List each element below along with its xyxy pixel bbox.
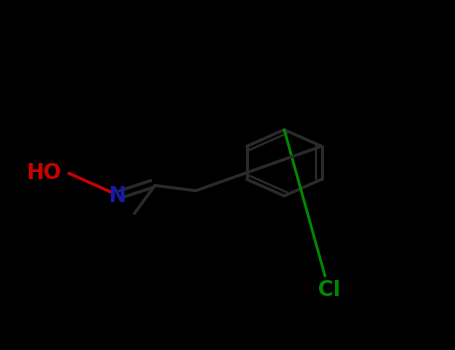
Text: N: N xyxy=(108,186,125,206)
Text: HO: HO xyxy=(26,163,61,183)
Text: Cl: Cl xyxy=(318,280,341,300)
